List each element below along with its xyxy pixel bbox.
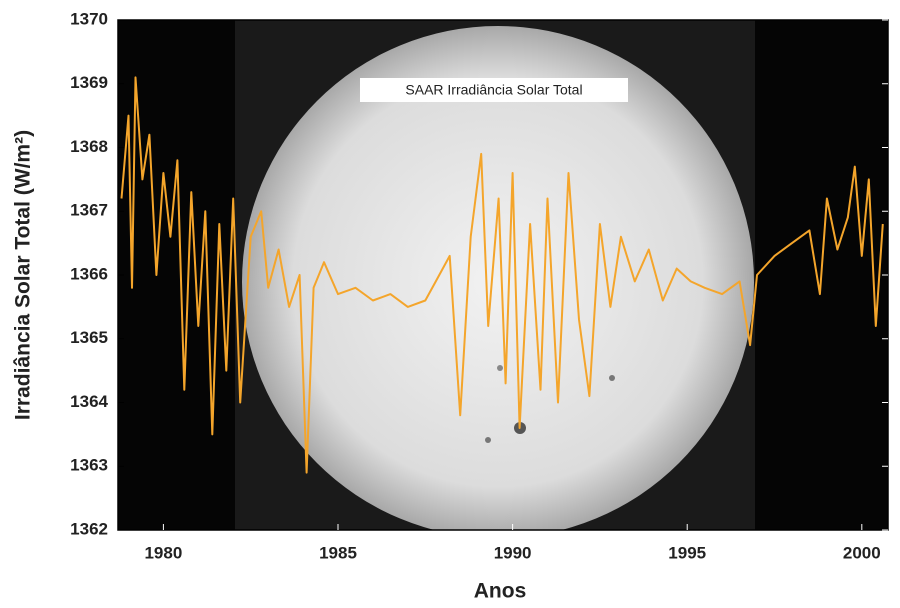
y-tick-label: 1364 [70, 392, 108, 411]
chart-title: SAAR Irradiância Solar Total [405, 82, 582, 98]
x-tick-label: 2000 [843, 543, 881, 562]
chart: SAAR Irradiância Solar Total Anos Irradi… [0, 0, 900, 608]
x-tick-label: 1990 [494, 543, 532, 562]
page: {"chart_data": {"type": "line", "title":… [0, 0, 900, 608]
y-tick-label: 1363 [70, 456, 108, 475]
x-tick-label: 1995 [668, 543, 706, 562]
x-axis-title: Anos [474, 580, 527, 603]
y-tick-label: 1369 [70, 73, 108, 92]
y-tick-label: 1370 [70, 9, 108, 28]
y-tick-label: 1365 [70, 328, 108, 347]
y-axis-title: Irradiância Solar Total (W/m²) [12, 130, 35, 420]
y-tick-label: 1366 [70, 264, 108, 283]
y-tick-label: 1367 [70, 201, 108, 220]
y-tick-label: 1368 [70, 137, 108, 156]
x-tick-label: 1980 [144, 543, 182, 562]
x-tick-label: 1985 [319, 543, 357, 562]
y-tick-label: 1362 [70, 519, 108, 538]
